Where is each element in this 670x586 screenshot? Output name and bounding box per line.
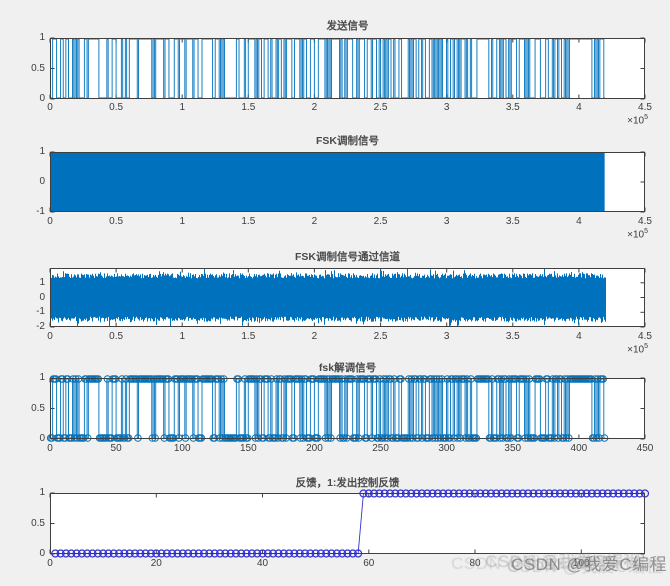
x-tick-label: 40 <box>256 558 269 569</box>
x-tick-label: 2 <box>311 102 318 113</box>
y-tick-label: 0 <box>39 93 45 104</box>
x-tick-label: 100 <box>572 558 590 569</box>
x-tick-label: 80 <box>469 558 481 569</box>
x-tick-label: 2 <box>311 331 318 342</box>
x-axis-scale-label: ×105 <box>627 228 648 241</box>
x-tick-label: 1.5 <box>241 331 256 342</box>
x-tick-label: 4 <box>576 216 582 227</box>
y-tick-label: 0 <box>39 176 45 187</box>
x-tick-label: 1 <box>179 216 185 227</box>
y-tick-label: 1 <box>39 276 45 288</box>
x-axis-scale-label: ×105 <box>627 114 648 127</box>
x-tick-label: 0 <box>47 331 53 342</box>
x-tick-label: 450 <box>636 443 654 454</box>
x-tick-label: 2 <box>311 216 318 227</box>
x-tick-label: 350 <box>504 443 522 454</box>
plot-area-5 <box>50 493 645 554</box>
y-tick-label: 0.5 <box>31 62 45 74</box>
x-tick-label: 60 <box>363 558 375 569</box>
subplot2-title-fsk-modulated: FSK调制信号 <box>316 135 379 147</box>
axes-box-5 <box>50 493 645 554</box>
x-tick-label: 250 <box>372 443 389 454</box>
y-tick-label: 0 <box>39 291 45 303</box>
x-tick-label: 100 <box>173 443 191 454</box>
x-tick-label: 0 <box>47 443 53 454</box>
x-tick-label: 200 <box>306 443 323 454</box>
x-tick-label: 2.5 <box>373 331 388 342</box>
x-tick-label: 0 <box>47 558 53 569</box>
x-tick-label: 2.5 <box>373 102 388 113</box>
x-tick-label: 3 <box>443 331 450 342</box>
y-tick-label: 1 <box>39 32 45 43</box>
x-tick-label: 1 <box>179 102 185 113</box>
x-tick-label: 0.5 <box>109 216 124 227</box>
x-tick-label: 1.5 <box>241 102 256 113</box>
axes-box-2 <box>50 152 645 212</box>
x-tick-label: 3.5 <box>505 102 520 113</box>
x-tick-label: 400 <box>570 443 588 454</box>
subplot4-title-fsk-demodulated: fsk解调信号 <box>318 362 377 374</box>
x-tick-label: 3 <box>443 216 450 227</box>
x-tick-label: 0 <box>47 102 53 113</box>
subplot3-title-fsk-through-channel: FSK调制信号通过信道 <box>295 251 400 263</box>
x-tick-label: 4 <box>576 102 582 113</box>
axes-box-1 <box>50 38 645 99</box>
y-tick-label: 0 <box>39 433 45 444</box>
y-tick-label: -2 <box>36 321 45 332</box>
x-tick-label: 150 <box>239 443 257 454</box>
x-tick-label: 4.5 <box>638 102 652 113</box>
x-tick-label: 3.5 <box>505 216 520 227</box>
y-tick-label: 0.5 <box>31 402 45 414</box>
x-tick-label: 4 <box>576 331 582 342</box>
axes-box-3 <box>50 268 645 327</box>
x-tick-label: 0.5 <box>109 102 124 113</box>
x-tick-label: 50 <box>110 443 122 454</box>
x-tick-label: 4.5 <box>638 331 652 342</box>
subplot5-title-feedback: 反馈，1:发出控制反馈 <box>295 477 400 489</box>
y-tick-label: -1 <box>36 306 45 318</box>
x-tick-label: 1 <box>179 331 185 342</box>
axes-box-4 <box>50 378 645 439</box>
x-tick-label: 0.5 <box>109 331 124 342</box>
y-tick-label: 1 <box>39 487 45 498</box>
csdn-watermark: CSDN @我爱C编程 <box>511 555 667 574</box>
x-tick-label: 1.5 <box>241 216 256 227</box>
subplot1-title-transmit-signal: 发送信号 <box>326 20 369 32</box>
x-tick-label: 4.5 <box>638 216 652 227</box>
x-tick-label: 20 <box>150 558 162 569</box>
x-tick-label: 0 <box>47 216 53 227</box>
series-2 <box>50 152 605 212</box>
x-tick-label: 3 <box>443 102 450 113</box>
y-tick-label: 0.5 <box>31 517 45 529</box>
x-tick-label: 3.5 <box>505 331 520 342</box>
x-tick-label: 2.5 <box>373 216 388 227</box>
x-tick-label: 300 <box>438 443 455 454</box>
x-axis-scale-label: ×105 <box>627 343 648 356</box>
y-tick-label: 1 <box>39 146 45 157</box>
y-tick-label: -1 <box>36 206 45 217</box>
y-tick-label: 1 <box>39 372 45 383</box>
y-tick-label: 0 <box>39 548 45 559</box>
